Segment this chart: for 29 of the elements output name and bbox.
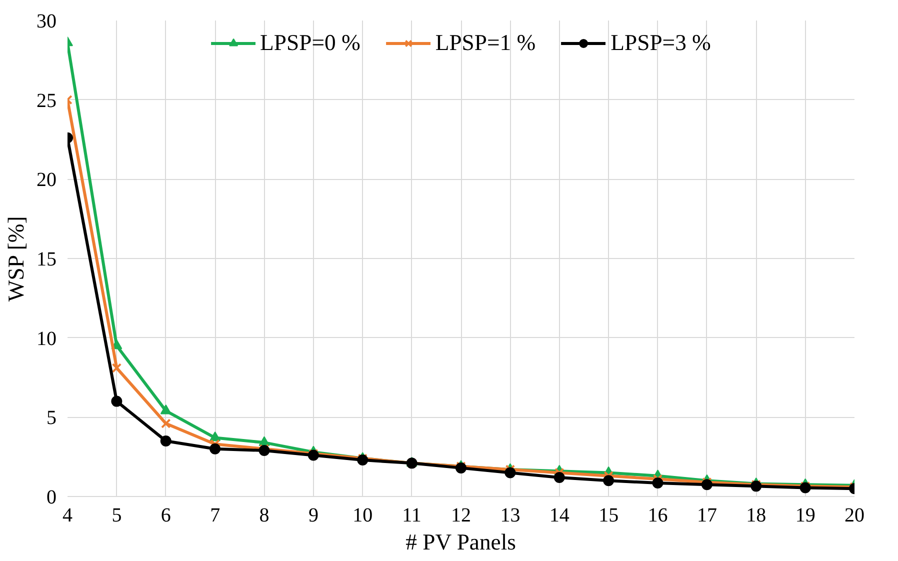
x-tick-label: 15 (598, 504, 619, 526)
x-tick-label: 16 (648, 504, 668, 526)
y-tick-label: 15 (36, 248, 56, 270)
y-tick-label: 25 (36, 90, 56, 112)
x-tick-label: 4 (62, 504, 72, 526)
legend-label: LPSP=1 % (435, 30, 536, 56)
x-tick-label: 13 (500, 504, 520, 526)
x-tick-label: 10 (352, 504, 373, 526)
y-tick-label: 20 (36, 169, 56, 192)
x-tick-label: 18 (746, 504, 766, 526)
x-axis-title: # PV Panels (406, 530, 516, 554)
legend-label: LPSP=0 % (260, 30, 360, 56)
legend-label: LPSP=3 % (610, 30, 711, 56)
x-tick-label: 17 (696, 504, 717, 526)
y-tick-label: 5 (46, 407, 56, 430)
y-axis-title: WSP [%] (4, 216, 28, 302)
y-tick-label: 0 (46, 486, 56, 508)
x-tick-label: 6 (160, 504, 171, 526)
x-tick-label: 9 (308, 504, 318, 526)
y-tick-label: 10 (36, 328, 56, 350)
x-tick-label: 20 (844, 504, 864, 526)
y-tick-label: 30 (36, 10, 56, 32)
x-tick-label: 11 (402, 504, 422, 526)
x-tick-label: 7 (210, 504, 220, 526)
x-tick-label: 19 (795, 504, 816, 526)
x-tick-label: 14 (549, 504, 570, 526)
x-tick-label: 8 (259, 504, 270, 526)
x-tick-label: 5 (112, 504, 122, 526)
x-tick-label: 12 (451, 504, 471, 526)
